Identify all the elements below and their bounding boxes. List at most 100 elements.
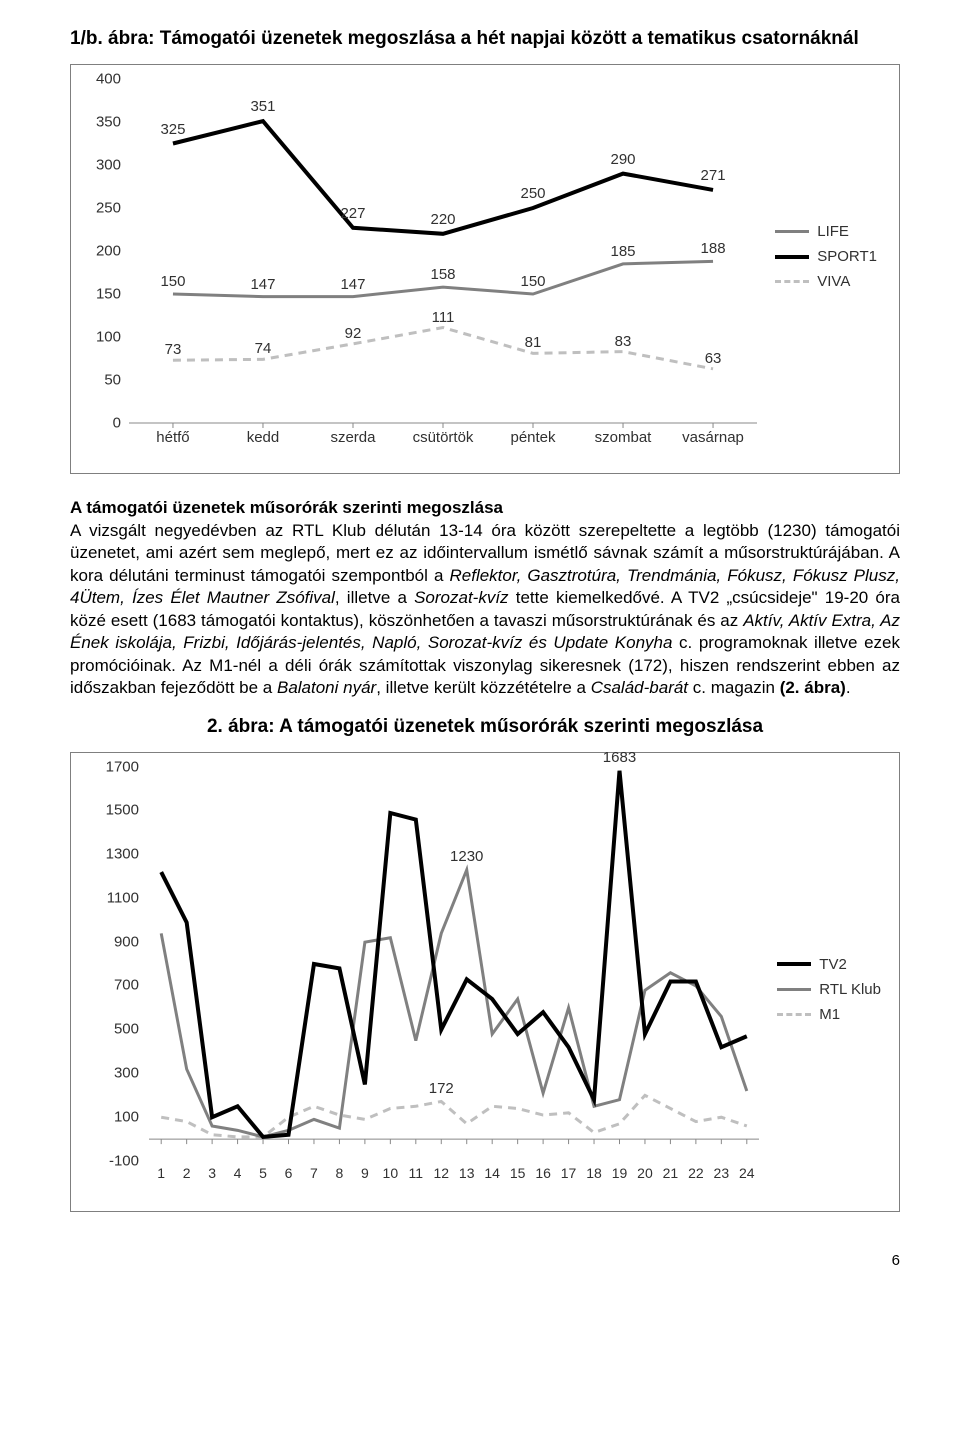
body-text: , illetve került közzétételre a — [376, 678, 590, 697]
data-label: 147 — [250, 276, 275, 293]
chart1: 0 50 100 150 200 250 300 350 400 hétfő kedd szerda c… — [70, 64, 900, 474]
legend-label: TV2 — [819, 956, 847, 973]
x-tick-label: 14 — [484, 1165, 500, 1181]
data-label: 250 — [520, 185, 545, 202]
x-tick-label: 3 — [208, 1165, 216, 1181]
y-tick-label: 250 — [96, 200, 121, 217]
legend-label: VIVA — [817, 273, 850, 290]
x-tick-label: 20 — [637, 1165, 653, 1181]
x-tick-label: 24 — [739, 1165, 755, 1181]
swatch-tv2 — [777, 962, 811, 966]
data-label: 150 — [160, 273, 185, 290]
x-tick-label: 5 — [259, 1165, 267, 1181]
data-label: 81 — [525, 334, 542, 351]
y-tick-label: 300 — [114, 1064, 139, 1081]
data-label: 188 — [701, 240, 726, 257]
legend-label: RTL Klub — [819, 981, 881, 998]
chart2-legend: TV2 RTL Klub M1 — [777, 948, 881, 1031]
y-tick-label: 1300 — [106, 846, 139, 863]
section-heading: A támogatói üzenetek műsorórák szerinti … — [70, 498, 900, 518]
y-tick-label: 1100 — [107, 889, 139, 906]
figure2-title: 2. ábra: A támogatói üzenetek műsorórák … — [70, 716, 900, 738]
data-label: 147 — [340, 276, 365, 293]
data-label: 158 — [430, 266, 455, 283]
y-tick-label: 400 — [96, 71, 121, 88]
x-tick-label: 15 — [510, 1165, 526, 1181]
legend-item-m1: M1 — [777, 1006, 881, 1023]
chart1-legend: LIFE SPORT1 VIVA — [775, 215, 877, 298]
data-label: 73 — [165, 341, 182, 358]
data-label: 1230 — [450, 848, 483, 865]
page-number: 6 — [70, 1252, 900, 1269]
x-tick-label: 13 — [459, 1165, 475, 1181]
chart2-svg — [149, 767, 759, 1161]
swatch-rtlklub — [777, 988, 811, 991]
swatch-life — [775, 230, 809, 233]
y-tick-label: 300 — [96, 157, 121, 174]
data-label: 172 — [429, 1080, 454, 1097]
x-tick-label: 23 — [714, 1165, 730, 1181]
chart2-plot: -100100300500700900110013001500170012345… — [149, 767, 759, 1161]
body-bold: (2. ábra) — [780, 678, 846, 697]
x-tick-label: 4 — [234, 1165, 242, 1181]
legend-item-rtlklub: RTL Klub — [777, 981, 881, 998]
x-tick-label: 10 — [383, 1165, 399, 1181]
y-tick-label: 900 — [114, 933, 139, 950]
chart2: -100100300500700900110013001500170012345… — [70, 752, 900, 1212]
y-tick-label: 1700 — [106, 758, 139, 775]
legend-label: LIFE — [817, 223, 849, 240]
x-tick-label: 16 — [535, 1165, 551, 1181]
x-tick-label: csütörtök — [413, 429, 474, 446]
body-italic: Család-barát — [591, 678, 688, 697]
y-tick-label: 100 — [96, 329, 121, 346]
data-label: 111 — [432, 309, 455, 326]
body-paragraph: A vizsgált negyedévben az RTL Klub délut… — [70, 520, 900, 700]
legend-label: M1 — [819, 1006, 840, 1023]
x-tick-label: 18 — [586, 1165, 602, 1181]
x-tick-label: kedd — [247, 429, 280, 446]
y-tick-label: 1500 — [106, 802, 139, 819]
x-tick-label: 19 — [612, 1165, 628, 1181]
y-tick-label: 0 — [113, 415, 121, 432]
data-label: 92 — [345, 325, 362, 342]
data-label: 185 — [611, 243, 636, 260]
legend-item-viva: VIVA — [775, 273, 877, 290]
data-label: 1683 — [603, 749, 636, 766]
y-tick-label: 500 — [114, 1021, 139, 1038]
y-tick-label: 100 — [114, 1108, 139, 1125]
body-italic: Balatoni nyár — [277, 678, 376, 697]
x-tick-label: szombat — [595, 429, 652, 446]
data-label: 325 — [160, 121, 185, 138]
data-label: 227 — [340, 205, 365, 222]
y-tick-label: 150 — [96, 286, 121, 303]
x-tick-label: 6 — [285, 1165, 293, 1181]
x-tick-label: 8 — [336, 1165, 344, 1181]
body-text: c. magazin — [688, 678, 780, 697]
x-tick-label: péntek — [510, 429, 555, 446]
y-tick-label: 200 — [96, 243, 121, 260]
chart1-plot: 050100150200250300350400hétfőkeddszerdac… — [129, 79, 757, 423]
chart1-svg — [129, 79, 757, 423]
data-label: 220 — [430, 211, 455, 228]
x-tick-label: 9 — [361, 1165, 369, 1181]
x-tick-label: 7 — [310, 1165, 318, 1181]
data-label: 351 — [250, 98, 275, 115]
legend-item-tv2: TV2 — [777, 956, 881, 973]
x-tick-label: 11 — [409, 1165, 424, 1181]
swatch-viva — [775, 280, 809, 283]
body-italic: Sorozat-kvíz — [414, 588, 508, 607]
data-label: 83 — [615, 333, 632, 350]
data-label: 150 — [520, 273, 545, 290]
body-text: , illetve a — [335, 588, 414, 607]
swatch-sport1 — [775, 255, 809, 259]
figure1-title: 1/b. ábra: Támogatói üzenetek megoszlása… — [70, 28, 900, 50]
legend-label: SPORT1 — [817, 248, 877, 265]
swatch-m1 — [777, 1013, 811, 1016]
legend-item-sport1: SPORT1 — [775, 248, 877, 265]
y-tick-label: 350 — [96, 114, 121, 131]
data-label: 74 — [255, 340, 272, 357]
x-tick-label: 12 — [433, 1165, 449, 1181]
y-tick-label: 50 — [104, 372, 121, 389]
x-tick-label: szerda — [330, 429, 375, 446]
x-tick-label: hétfő — [156, 429, 189, 446]
